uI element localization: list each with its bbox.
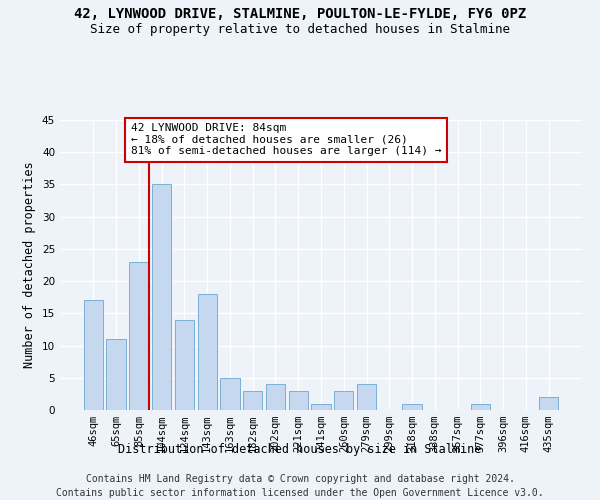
Bar [357, 384, 376, 410]
Text: 42, LYNWOOD DRIVE, STALMINE, POULTON-LE-FYLDE, FY6 0PZ: 42, LYNWOOD DRIVE, STALMINE, POULTON-LE-… [74, 8, 526, 22]
Bar [539, 397, 558, 410]
Bar [243, 390, 262, 410]
Text: Contains HM Land Registry data © Crown copyright and database right 2024.
Contai: Contains HM Land Registry data © Crown c… [56, 474, 544, 498]
Bar [129, 262, 149, 410]
Bar [289, 390, 308, 410]
Bar [106, 339, 126, 410]
Text: Size of property relative to detached houses in Stalmine: Size of property relative to detached ho… [90, 22, 510, 36]
Bar [403, 404, 422, 410]
Text: Distribution of detached houses by size in Stalmine: Distribution of detached houses by size … [118, 442, 482, 456]
Bar [334, 390, 353, 410]
Y-axis label: Number of detached properties: Number of detached properties [23, 162, 37, 368]
Bar [220, 378, 239, 410]
Bar [266, 384, 285, 410]
Bar [84, 300, 103, 410]
Bar [152, 184, 172, 410]
Bar [175, 320, 194, 410]
Bar [470, 404, 490, 410]
Bar [197, 294, 217, 410]
Bar [311, 404, 331, 410]
Text: 42 LYNWOOD DRIVE: 84sqm
← 18% of detached houses are smaller (26)
81% of semi-de: 42 LYNWOOD DRIVE: 84sqm ← 18% of detache… [131, 123, 442, 156]
